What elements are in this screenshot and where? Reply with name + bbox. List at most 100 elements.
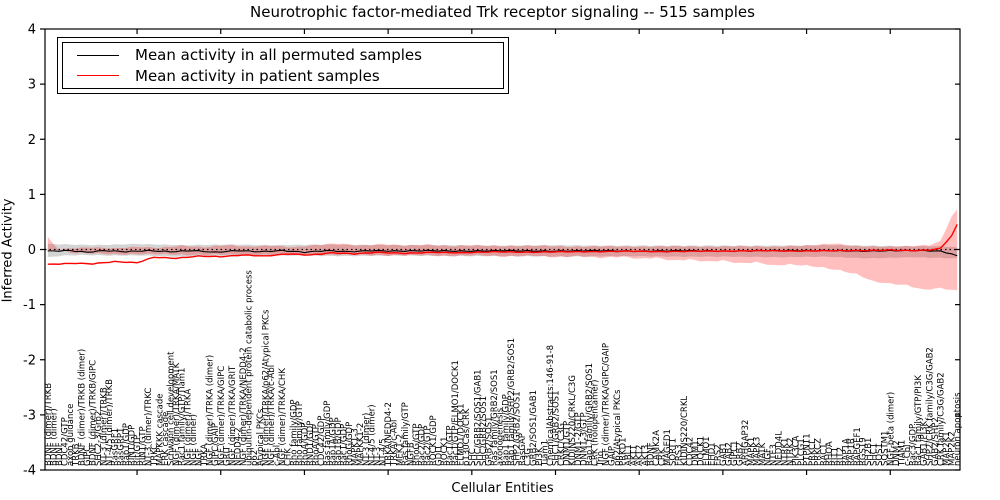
category-label: MAGED1: [663, 429, 673, 466]
category-label: Ras family/GDP: [323, 401, 333, 466]
category-label: BDNF (dimer)/TRKB: [44, 383, 54, 466]
category-label: BDNF (dimer)/TRKB/GIPC: [88, 360, 98, 466]
category-label: RasGRP1: [116, 428, 126, 466]
category-label: p62/Atypical PKCs: [613, 389, 623, 466]
category-label: PLCG1: [797, 438, 807, 466]
category-label: PIK3CA: [791, 435, 801, 466]
category-label: GIPC: [83, 446, 93, 466]
x-axis-label: Cellular Entities: [451, 481, 554, 496]
category-label: ELMO1: [702, 436, 712, 466]
category-label: RAP1B: [847, 438, 857, 466]
category-label: ARHGAP32: [741, 420, 751, 466]
category-label: RAPGEF1: [853, 427, 863, 466]
category-label: SH2B1: [864, 438, 874, 466]
category-label: Rac1/GTP/ELMO1/DOCK1: [451, 360, 461, 466]
category-label: Schwann cell development: [167, 351, 177, 466]
y-tick-label: 3: [28, 78, 36, 93]
patient-line-swatch: [77, 75, 119, 77]
category-label: RIN1/GDP: [127, 425, 137, 466]
category-label: CRK (holopentamer): [591, 380, 601, 466]
legend-item-patient: Mean activity in patient samples: [63, 66, 503, 87]
category-label: Rap1A/GDP: [328, 417, 338, 466]
category-label: p62: [250, 450, 260, 466]
category-label: TIAM1: [897, 440, 907, 467]
legend: Mean activity in all permuted samples Me…: [57, 37, 509, 94]
category-label: SHC1/GRB2/SOS1: [552, 391, 562, 466]
category-label: RhoA/GTP: [312, 424, 322, 466]
category-label: NGF (dimer)/TRKA/GIPC: [217, 366, 227, 466]
patient-mean-line: [47, 224, 958, 265]
category-label: Rap1 family/GDP: [501, 394, 511, 466]
category-label: RAC1: [819, 443, 829, 466]
category-label: KIDINS220/CRKL: [680, 396, 690, 466]
category-label: Ras family/GRB2/SOS1: [490, 369, 500, 466]
category-label: CRK family/C3G/GAB2: [936, 372, 946, 466]
category-label: KIDINS220/CRKL/C3G: [568, 375, 578, 466]
category-label: GAB1/PI3K: [920, 420, 930, 466]
category-label: ROCK1/GDP: [429, 415, 439, 466]
category-label: ABL1: [624, 444, 634, 466]
category-label: GAB2: [724, 442, 734, 466]
category-label: BDNF (dimer): [49, 408, 59, 466]
category-label: PI3K: [535, 447, 545, 466]
y-tick-label: 1: [28, 188, 36, 203]
category-label: NGF (dimer)/TRKA/CHK: [278, 368, 288, 466]
category-label: SHC2-3/Grb2: [94, 411, 104, 466]
category-label: Ras family/GTP: [401, 402, 411, 466]
category-label: SORT1: [669, 438, 679, 466]
category-label: DNM2: [892, 440, 902, 466]
category-label: RAP1A: [842, 438, 852, 466]
category-label: GIPC1: [730, 440, 740, 466]
category-label: GRB2/SOS1/GAB1: [529, 390, 539, 466]
legend-item-permuted: Mean activity in all permuted samples: [63, 45, 503, 66]
legend-label-patient: Mean activity in patient samples: [135, 66, 380, 85]
patient-band: [47, 209, 958, 291]
category-label: DOCK1: [697, 436, 707, 466]
category-label: Rap1B/GDP: [334, 417, 344, 466]
category-label: RasGRF1: [111, 428, 121, 466]
category-label: PRKCZ: [814, 438, 824, 466]
y-tick-label: -1: [23, 298, 36, 313]
category-label: PRKD1: [618, 437, 628, 466]
category-label: BDNF: [646, 442, 656, 466]
category-label: p130Cas/CRK: [462, 408, 472, 466]
category-label: ERK cascade: [161, 412, 171, 466]
category-label: GRIT: [222, 445, 232, 466]
category-label: NT-4/5 (dimer): [367, 404, 377, 466]
legend-frame: Mean activity in all permuted samples Me…: [62, 42, 504, 89]
category-label: Rho family/GDP: [289, 399, 299, 466]
y-tick-label: -4: [23, 464, 36, 479]
category-label: MAPK1: [747, 437, 757, 466]
category-label: ubiquitin-dependent protein catabolic pr…: [245, 270, 255, 466]
category-label: TRKA/NEDD4-2: [384, 402, 394, 467]
category-label: NGF (dimer)/TRKA/c-Abl: [267, 365, 277, 466]
category-label: RasGAP: [518, 433, 528, 466]
category-label: NGF (dimer)/TRKA/NEDD4-2: [239, 347, 249, 466]
category-label: RIT2: [836, 447, 846, 466]
y-tick-label: -2: [23, 353, 36, 368]
category-label: TRKC: [150, 444, 160, 467]
category-label: NGF (dimer): [189, 414, 199, 466]
category-label: MATK: [758, 442, 768, 466]
category-label: Trio: [596, 451, 606, 467]
y-axis-label: Inferred Activity: [0, 198, 16, 303]
chart-title: Neurotrophic factor-mediated Trk recepto…: [250, 3, 755, 21]
category-label: TRKA/c-Abl: [390, 420, 400, 467]
category-label: NT-4/5: [379, 438, 389, 466]
category-label: Rac1 family/GTP/Tiam1: [178, 368, 188, 466]
category-label: GDI1: [434, 445, 444, 466]
category-label: Rit/GTP: [133, 435, 143, 466]
category-label: Rac1/GTP: [446, 426, 456, 466]
category-label: SQSTM1: [881, 431, 891, 466]
category-label: AKT3: [641, 445, 651, 466]
category-label: NGF: [194, 448, 204, 466]
category-label: RhoA/GDP: [300, 423, 310, 466]
category-label: axonogenesis: [496, 407, 506, 466]
category-label: CDC42: [685, 437, 695, 466]
category-label: NGFB: [406, 442, 416, 466]
category-label: RHOA: [825, 441, 835, 466]
category-label: SHP2/CRK family/C3G/GAB2: [925, 347, 935, 466]
category-label: MAPKK1-2: [356, 423, 366, 466]
category-label: FRS2: [713, 444, 723, 466]
category-label: GRB2: [736, 442, 746, 466]
